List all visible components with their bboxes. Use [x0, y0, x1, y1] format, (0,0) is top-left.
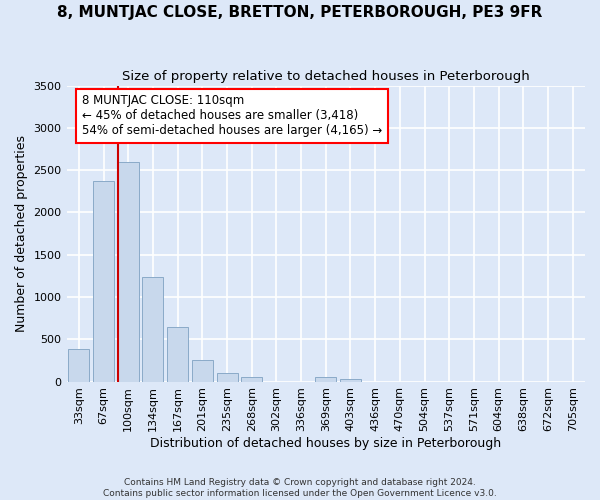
Text: 8 MUNTJAC CLOSE: 110sqm
← 45% of detached houses are smaller (3,418)
54% of semi: 8 MUNTJAC CLOSE: 110sqm ← 45% of detache…: [82, 94, 382, 138]
Text: Contains HM Land Registry data © Crown copyright and database right 2024.
Contai: Contains HM Land Registry data © Crown c…: [103, 478, 497, 498]
Title: Size of property relative to detached houses in Peterborough: Size of property relative to detached ho…: [122, 70, 530, 83]
Y-axis label: Number of detached properties: Number of detached properties: [15, 135, 28, 332]
Bar: [192, 360, 213, 382]
Bar: [167, 328, 188, 382]
Bar: [217, 372, 238, 382]
Bar: [93, 181, 114, 382]
Bar: [241, 378, 262, 382]
Bar: [315, 378, 336, 382]
X-axis label: Distribution of detached houses by size in Peterborough: Distribution of detached houses by size …: [150, 437, 502, 450]
Text: 8, MUNTJAC CLOSE, BRETTON, PETERBOROUGH, PE3 9FR: 8, MUNTJAC CLOSE, BRETTON, PETERBOROUGH,…: [58, 5, 542, 20]
Bar: [142, 276, 163, 382]
Bar: [68, 350, 89, 382]
Bar: [118, 162, 139, 382]
Bar: [340, 379, 361, 382]
